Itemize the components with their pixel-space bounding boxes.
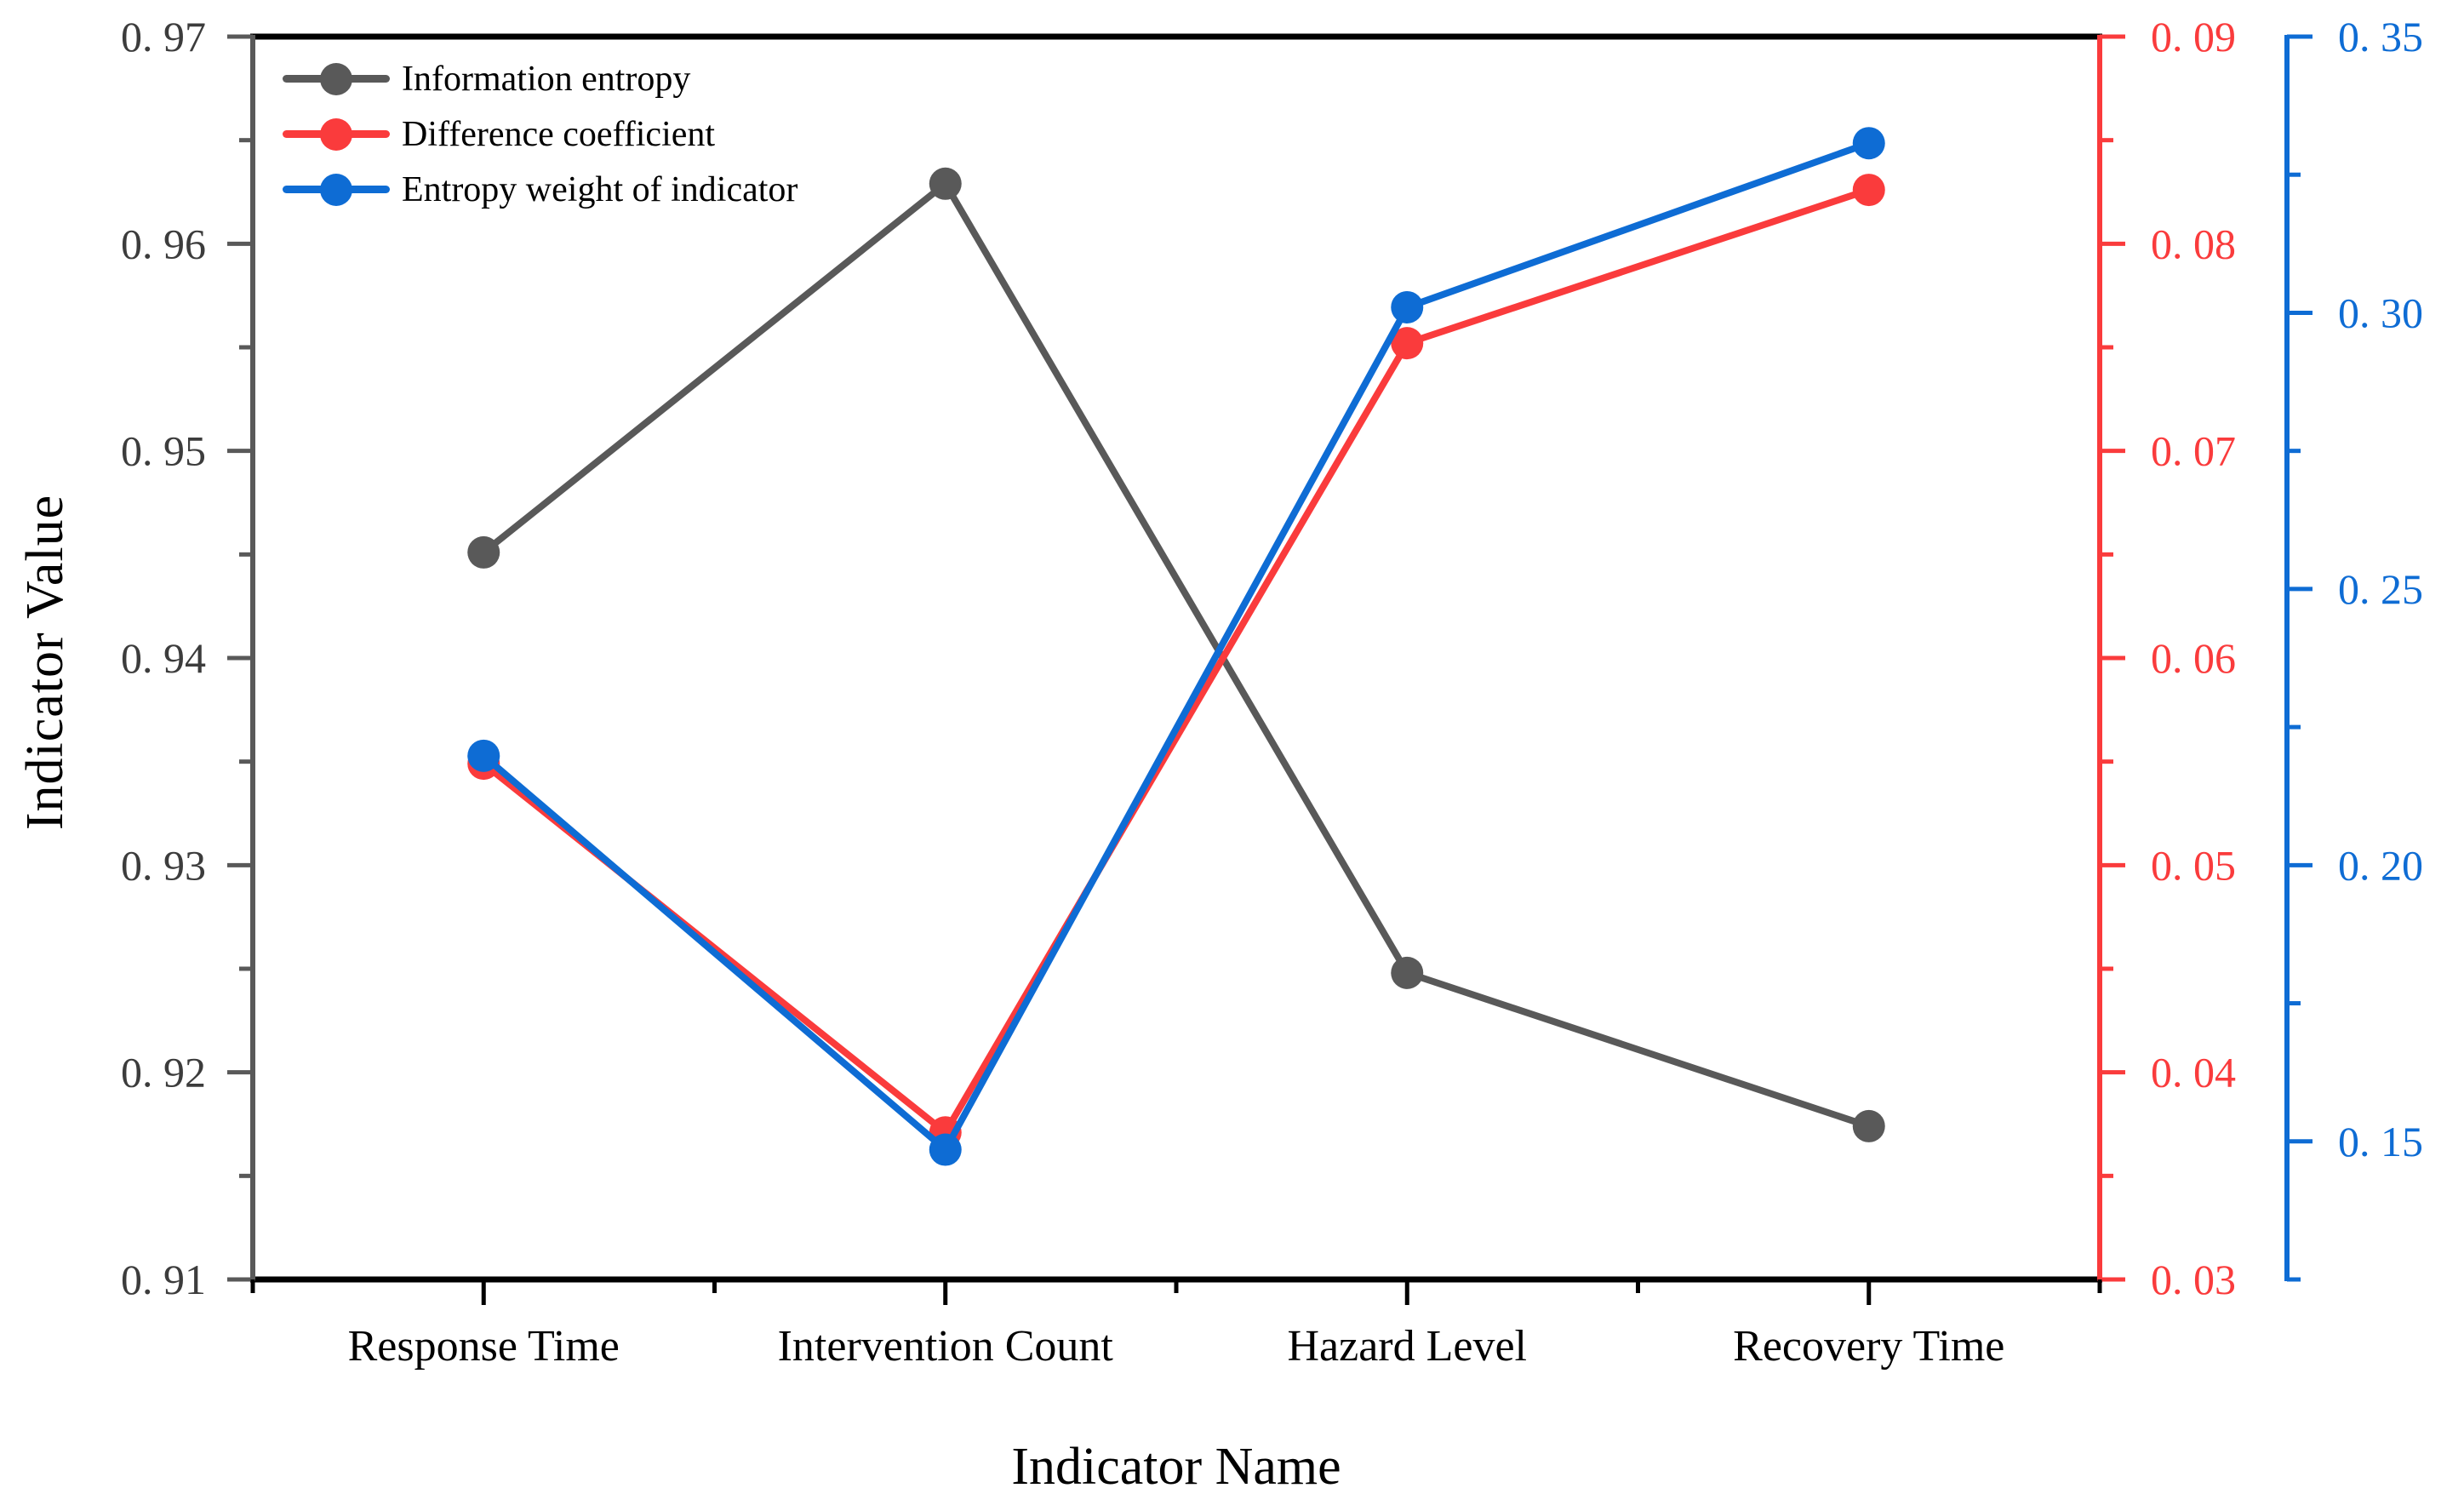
left-axis-tick-label: 0. 94 — [121, 634, 206, 682]
red-axis: 0. 03 0. 04 0. 05 0. 06 0. 07 0. 08 0. 09 — [2097, 13, 2236, 1303]
legend-item-information-entropy: Information entropy — [283, 51, 798, 106]
blue-axis-tick-label: 0. 35 — [2338, 13, 2423, 60]
series-line — [480, 186, 1872, 1136]
x-axis-category-label: Recovery Time — [1733, 1322, 2004, 1371]
legend-label: Information entropy — [402, 59, 691, 99]
data-point — [1391, 327, 1424, 360]
legend-dot-icon — [320, 62, 352, 95]
left-axis-tick-label: 0. 93 — [121, 841, 206, 889]
data-point — [929, 1133, 962, 1166]
series-line — [480, 140, 1872, 1153]
data-point — [1391, 290, 1424, 323]
blue-axis-tick-label: 0. 25 — [2338, 565, 2423, 613]
legend-item-difference-coefficient: Difference coefficient — [283, 106, 798, 162]
y-axis-title: Indicator Value — [16, 494, 74, 831]
x-axis-category-label: Intervention Count — [778, 1322, 1114, 1371]
data-point — [1852, 174, 1885, 207]
legend-label: Entropy weight of indicator — [402, 169, 798, 209]
blue-axis-tick-label: 0. 20 — [2338, 841, 2423, 889]
left-axis-tick-label: 0. 96 — [121, 220, 206, 267]
legend: Information entropy Difference coefficie… — [283, 51, 798, 217]
red-axis-tick-label: 0. 04 — [2151, 1049, 2236, 1096]
red-axis-tick-label: 0. 07 — [2151, 427, 2236, 475]
left-axis-tick-label: 0. 97 — [121, 13, 206, 60]
left-axis: 0. 91 0. 92 0. 93 0. 94 0. 95 0. 96 0. 97 — [121, 13, 255, 1303]
left-axis-tick-label: 0. 95 — [121, 427, 206, 475]
series-information-entropy — [467, 167, 1885, 1142]
blue-axis-tick-label: 0. 30 — [2338, 289, 2423, 336]
data-point — [467, 535, 500, 569]
plot-frame — [250, 33, 2102, 1283]
red-axis-tick-label: 0. 09 — [2151, 13, 2236, 60]
blue-axis-tick-label: 0. 15 — [2338, 1118, 2423, 1165]
x-axis-category-label: Hazard Level — [1288, 1322, 1527, 1371]
legend-marker-entropy-weight-of-indicator — [283, 173, 390, 206]
left-axis-tick-label: 0. 91 — [121, 1256, 206, 1303]
red-axis-tick-label: 0. 03 — [2151, 1256, 2236, 1303]
legend-label: Difference coefficient — [402, 114, 716, 154]
data-point — [929, 167, 962, 200]
legend-marker-difference-coefficient — [283, 117, 390, 151]
left-axis-tick-label: 0. 92 — [121, 1049, 206, 1096]
legend-dot-icon — [320, 117, 352, 151]
red-axis-tick-label: 0. 08 — [2151, 220, 2236, 267]
series-difference-coefficient — [467, 174, 1885, 1149]
x-axis-title: Indicator Name — [1011, 1438, 1341, 1496]
series-entropy-weight-of-indicator — [467, 127, 1885, 1166]
red-axis-tick-label: 0. 06 — [2151, 634, 2236, 682]
legend-item-entropy-weight-of-indicator: Entropy weight of indicator — [283, 162, 798, 217]
x-axis-category-label: Response Time — [348, 1322, 620, 1371]
data-point — [467, 739, 500, 772]
series-line — [480, 180, 1872, 1130]
legend-dot-icon — [320, 173, 352, 206]
data-point — [1391, 956, 1424, 989]
data-point — [1852, 1109, 1885, 1142]
x-axis: Response Time Intervention Count Hazard Le… — [250, 1279, 2102, 1371]
blue-axis: 0. 15 0. 20 0. 25 0. 30 0. 35 — [2284, 13, 2423, 1282]
red-axis-tick-label: 0. 05 — [2151, 841, 2236, 889]
legend-marker-information-entropy — [283, 62, 390, 95]
data-point — [1852, 127, 1885, 160]
